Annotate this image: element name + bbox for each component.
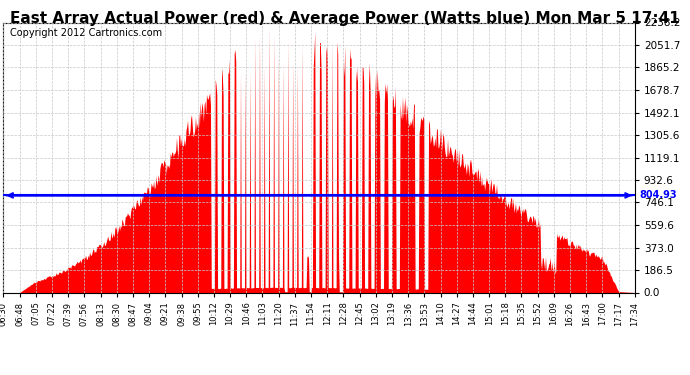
Text: 804.93: 804.93 [640, 190, 678, 200]
Text: Copyright 2012 Cartronics.com: Copyright 2012 Cartronics.com [10, 28, 162, 38]
Text: East Array Actual Power (red) & Average Power (Watts blue) Mon Mar 5 17:41: East Array Actual Power (red) & Average … [10, 11, 680, 26]
